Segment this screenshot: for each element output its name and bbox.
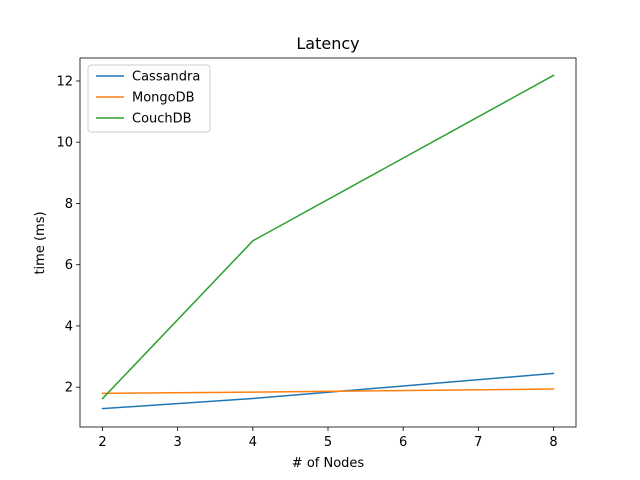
x-tick-label: 8 (549, 435, 557, 450)
legend-box (87, 64, 211, 133)
x-tick-label: 7 (474, 435, 482, 450)
y-tick-label: 6 (65, 258, 73, 273)
y-tick-label: 8 (65, 197, 73, 212)
legend-label-cassandra: Cassandra (132, 70, 200, 85)
y-tick-label: 12 (56, 74, 73, 89)
legend-items: Cassandra MongoDB CouchDB (96, 70, 200, 127)
series-line-mongodb (101, 388, 555, 395)
y-tick-label: 4 (65, 319, 73, 334)
x-tick-label: 5 (324, 435, 332, 450)
legend: Cassandra MongoDB CouchDB (87, 64, 211, 133)
axes-layer: 2 3 4 5 6 7 8 2 4 6 8 10 12 (56, 57, 577, 450)
x-tick-label: 6 (399, 435, 407, 450)
series-line-couchdb (101, 74, 555, 400)
series-line-cassandra (101, 372, 555, 410)
legend-label-mongodb: MongoDB (132, 91, 195, 106)
legend-label-couchdb: CouchDB (132, 112, 192, 127)
x-tick-label: 3 (174, 435, 182, 450)
x-axis-title: # of Nodes (292, 456, 365, 471)
x-tick-label: 4 (249, 435, 257, 450)
x-tick-label: 2 (98, 435, 106, 450)
y-tick-label: 10 (56, 136, 73, 151)
chart-title: Latency (296, 34, 359, 53)
y-axis-title: time (ms) (33, 211, 48, 274)
y-tick-label: 2 (65, 381, 73, 396)
data-layer (101, 74, 555, 410)
